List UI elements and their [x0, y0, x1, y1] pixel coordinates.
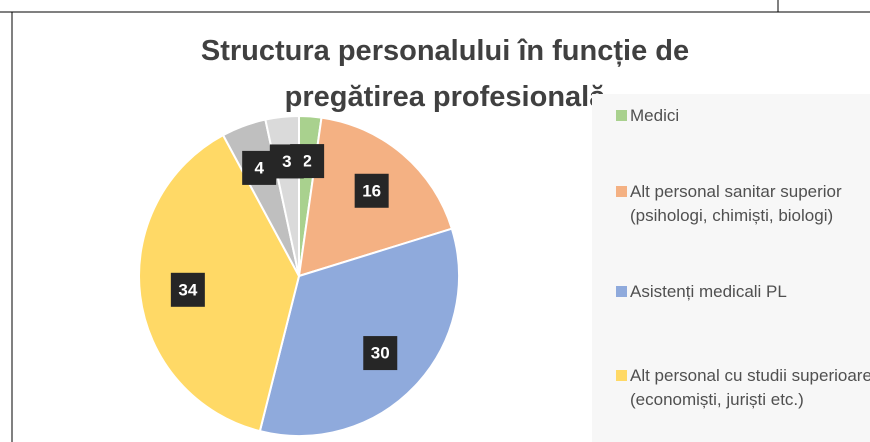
data-label: 16	[362, 181, 381, 200]
data-label: 30	[371, 344, 390, 363]
legend-label: Medici	[630, 106, 680, 125]
data-label-box	[363, 336, 398, 371]
data-label: 3	[282, 152, 291, 171]
data-label-box	[170, 272, 205, 307]
pie-slice	[258, 227, 460, 437]
legend: Medici Alt personal sanitar superior (psi…	[592, 94, 870, 442]
legend-item: Alt personal cu studii superioare (econo…	[616, 364, 870, 412]
legend-swatch	[616, 370, 627, 381]
chart-title: Structura personalului în funcție de pre…	[200, 35, 690, 113]
data-label: 2	[302, 152, 311, 171]
legend-swatch	[616, 286, 627, 297]
data-label-box	[354, 173, 389, 208]
pie: 2 16 30 34 4 3	[138, 114, 460, 437]
pie-slice	[138, 133, 301, 433]
data-label: 34	[178, 280, 197, 299]
legend-label: Alt personal sanitar superior (psihologi…	[630, 182, 842, 225]
legend-item: Asistenți medicali PL	[616, 280, 870, 304]
legend-item: Medici	[616, 104, 870, 128]
legend-label: Asistenți medicali PL	[630, 282, 787, 301]
legend-swatch	[616, 186, 627, 197]
legend-label: Alt personal cu studii superioare (econo…	[630, 366, 870, 409]
data-label-box	[269, 144, 304, 179]
legend-swatch	[616, 110, 627, 121]
legend-item: Alt personal sanitar superior (psihologi…	[616, 180, 870, 228]
data-label: 4	[254, 158, 264, 177]
